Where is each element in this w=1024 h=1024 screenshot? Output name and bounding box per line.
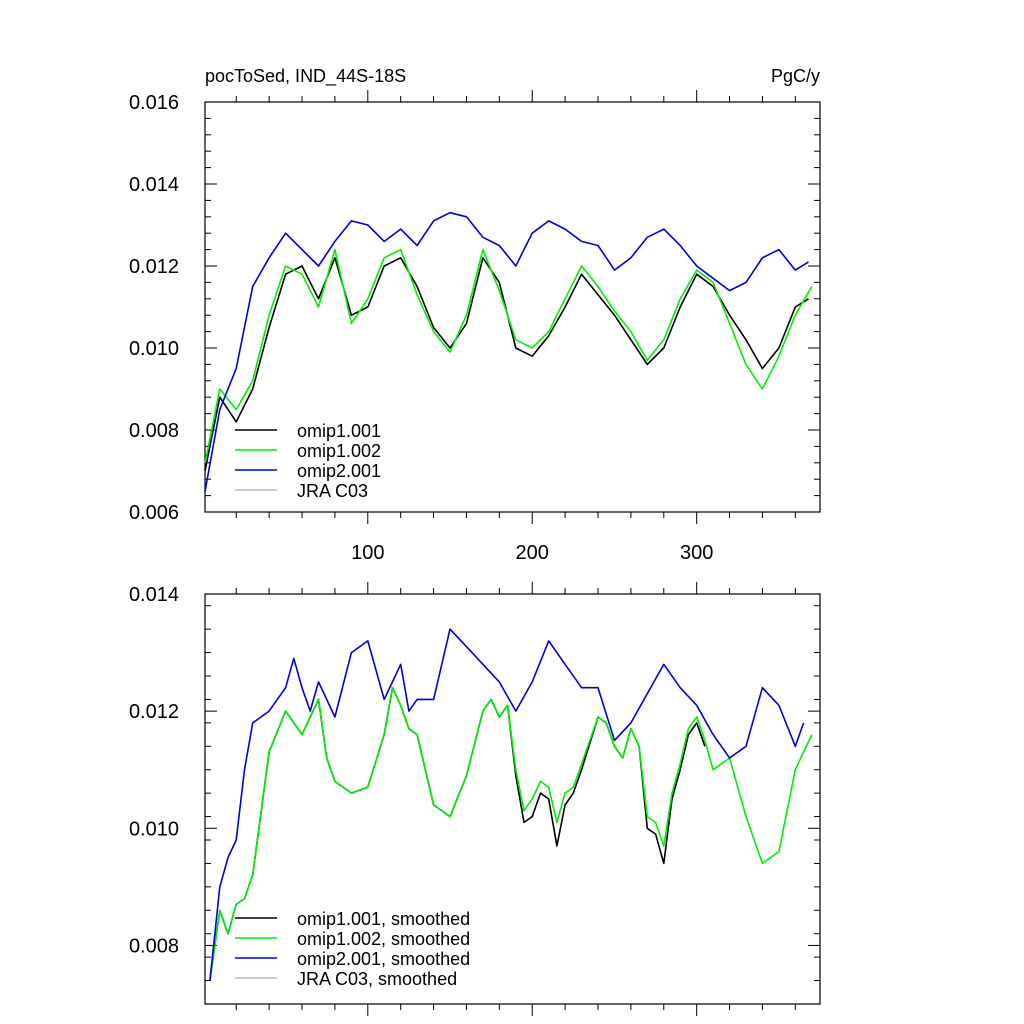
top-panel: pocToSed, IND_44S-18S PgC/y 0.0060.0080.… <box>129 66 821 564</box>
legend-label: omip1.001 <box>297 421 381 441</box>
series-line-omip1-002 <box>204 248 813 463</box>
bottom-ticks <box>205 582 820 1016</box>
legend-label: omip2.001, smoothed <box>297 949 470 969</box>
top-plot-frame <box>204 101 821 513</box>
top-title-right: PgC/y <box>771 66 820 86</box>
legend-label: omip1.002, smoothed <box>297 929 470 949</box>
top-ticks <box>205 90 820 524</box>
y-tick-label: 0.008 <box>129 420 179 442</box>
top-title-left: pocToSed, IND_44S-18S <box>205 66 406 87</box>
bottom-series-lines <box>209 628 813 981</box>
legend-label: omip2.001 <box>297 461 381 481</box>
bottom-panel: 0.008 0.010 0.012 0.014 omip1.001, smoothed… <box>129 582 821 1016</box>
y-tick-label: 0.014 <box>129 174 179 196</box>
legend-label: JRA C03, smoothed <box>297 969 457 989</box>
top-x-tick-labels: 100 200 300 <box>351 542 713 564</box>
series-line-omip1-001 <box>204 256 809 472</box>
x-tick-label: 100 <box>351 542 384 564</box>
legend-label: JRA C03 <box>297 481 368 501</box>
x-tick-label: 300 <box>680 542 713 564</box>
top-series-lines <box>204 211 813 492</box>
legend-label: omip1.002 <box>297 441 381 461</box>
series-line-omip2-001-smoothed <box>209 628 805 981</box>
top-y-tick-labels: 0.006 0.008 0.010 0.012 0.014 0.016 <box>129 92 179 524</box>
series-line-omip1-002-smoothed <box>209 686 813 981</box>
y-tick-label: 0.006 <box>129 502 179 524</box>
x-tick-label: 200 <box>516 542 549 564</box>
bottom-plot-frame <box>204 593 821 1005</box>
y-tick-label: 0.010 <box>129 338 179 360</box>
legend-label: omip1.001, smoothed <box>297 909 470 929</box>
y-tick-label: 0.012 <box>129 256 179 278</box>
y-tick-label: 0.008 <box>129 935 179 957</box>
y-tick-label: 0.014 <box>129 584 179 606</box>
y-tick-label: 0.010 <box>129 818 179 840</box>
bottom-y-tick-labels: 0.008 0.010 0.012 0.014 <box>129 584 179 957</box>
y-tick-label: 0.016 <box>129 92 179 114</box>
series-line-omip2-001 <box>204 211 809 492</box>
y-tick-label: 0.012 <box>129 701 179 723</box>
